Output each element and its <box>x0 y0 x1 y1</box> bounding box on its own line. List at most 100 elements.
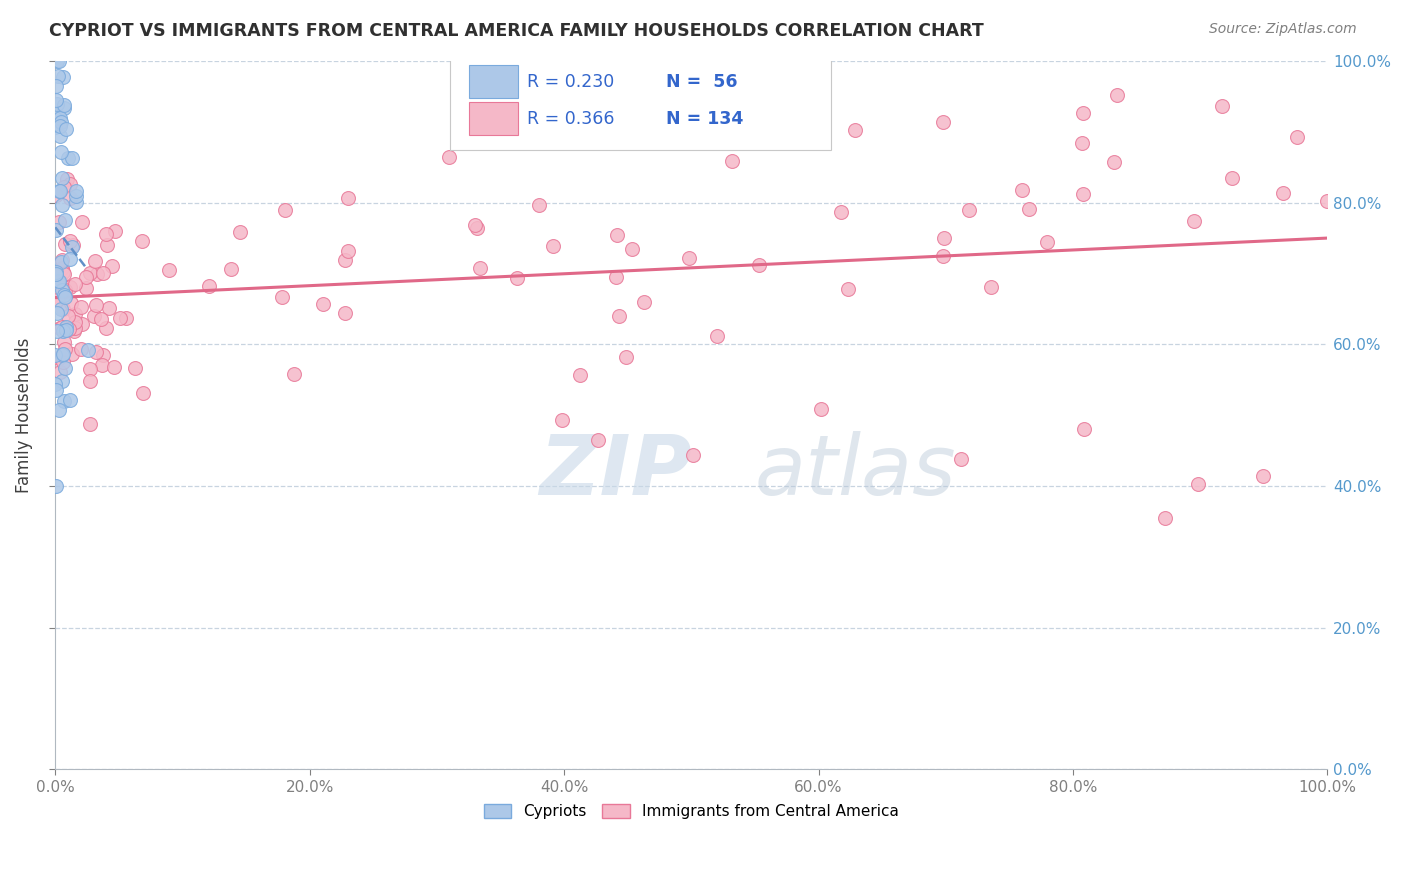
Point <box>1222 171 1244 186</box>
Point <box>48 54 70 69</box>
Point <box>550 413 572 427</box>
Point <box>312 297 335 311</box>
Point <box>90 312 112 326</box>
Point <box>45 294 67 309</box>
Point <box>108 310 131 325</box>
FancyBboxPatch shape <box>468 65 519 98</box>
Point <box>53 289 76 303</box>
FancyBboxPatch shape <box>468 103 519 135</box>
Point <box>1071 136 1094 151</box>
Point <box>53 283 76 297</box>
Point <box>721 153 744 168</box>
Point <box>46 97 69 112</box>
Point <box>59 235 82 249</box>
Point <box>950 452 973 467</box>
Point <box>51 197 73 211</box>
Point <box>45 265 67 279</box>
Point <box>48 185 70 199</box>
Point <box>837 282 859 296</box>
Point <box>46 285 69 300</box>
Point <box>131 234 153 248</box>
Point <box>49 111 72 125</box>
Point <box>45 107 67 121</box>
Point <box>51 252 73 267</box>
Point <box>45 267 67 281</box>
Point <box>56 310 79 324</box>
Point <box>221 262 243 277</box>
Point <box>633 294 655 309</box>
Point <box>59 296 82 310</box>
Point <box>44 120 66 135</box>
Point <box>1187 476 1209 491</box>
Point <box>51 261 73 276</box>
Point <box>55 121 77 136</box>
Point <box>76 343 98 357</box>
Point <box>48 403 70 417</box>
Point <box>1271 186 1294 201</box>
Point <box>51 320 73 334</box>
Point <box>53 267 76 281</box>
Point <box>273 202 295 217</box>
Point <box>63 306 86 320</box>
Point <box>830 204 852 219</box>
Point <box>844 123 866 137</box>
Point <box>605 269 627 284</box>
Point <box>52 347 75 361</box>
Point <box>44 377 66 392</box>
Point <box>51 348 73 362</box>
Point <box>53 101 76 115</box>
Point <box>53 394 76 409</box>
Point <box>157 262 180 277</box>
Point <box>51 374 73 388</box>
Text: ZIP: ZIP <box>538 432 692 512</box>
Point <box>465 220 488 235</box>
Point <box>65 189 87 203</box>
Point <box>53 180 76 194</box>
Point <box>932 115 955 129</box>
Point <box>63 324 86 338</box>
Point <box>437 150 460 164</box>
Text: R = 0.366: R = 0.366 <box>527 110 614 128</box>
Point <box>91 267 114 281</box>
Point <box>124 361 146 376</box>
Point <box>1011 183 1033 197</box>
Point <box>49 254 72 268</box>
Point <box>45 324 67 338</box>
Text: N =  56: N = 56 <box>666 72 737 91</box>
Point <box>932 230 955 244</box>
Point <box>58 151 80 165</box>
Point <box>60 151 83 165</box>
Point <box>678 251 700 265</box>
Point <box>58 392 80 407</box>
Point <box>748 258 770 272</box>
Point <box>52 302 75 317</box>
Point <box>333 252 356 267</box>
Point <box>52 354 75 368</box>
Point <box>115 310 138 325</box>
Point <box>96 238 118 252</box>
Point <box>53 284 76 298</box>
Point <box>83 309 105 323</box>
Point <box>464 218 486 232</box>
Point <box>45 187 67 202</box>
Point <box>51 145 73 159</box>
Point <box>132 386 155 401</box>
Point <box>49 302 72 317</box>
Point <box>60 347 83 361</box>
Point <box>59 177 82 191</box>
Point <box>83 253 105 268</box>
Point <box>55 319 77 334</box>
Point <box>84 298 107 312</box>
Point <box>48 215 70 229</box>
Point <box>1102 154 1125 169</box>
Point <box>65 184 87 198</box>
Point <box>70 317 93 331</box>
Point <box>46 274 69 288</box>
Point <box>1036 235 1059 249</box>
Text: CYPRIOT VS IMMIGRANTS FROM CENTRAL AMERICA FAMILY HOUSEHOLDS CORRELATION CHART: CYPRIOT VS IMMIGRANTS FROM CENTRAL AMERI… <box>49 22 984 40</box>
Point <box>79 374 101 388</box>
Point <box>49 321 72 335</box>
Point <box>606 228 628 243</box>
Point <box>46 306 69 320</box>
Point <box>45 94 67 108</box>
